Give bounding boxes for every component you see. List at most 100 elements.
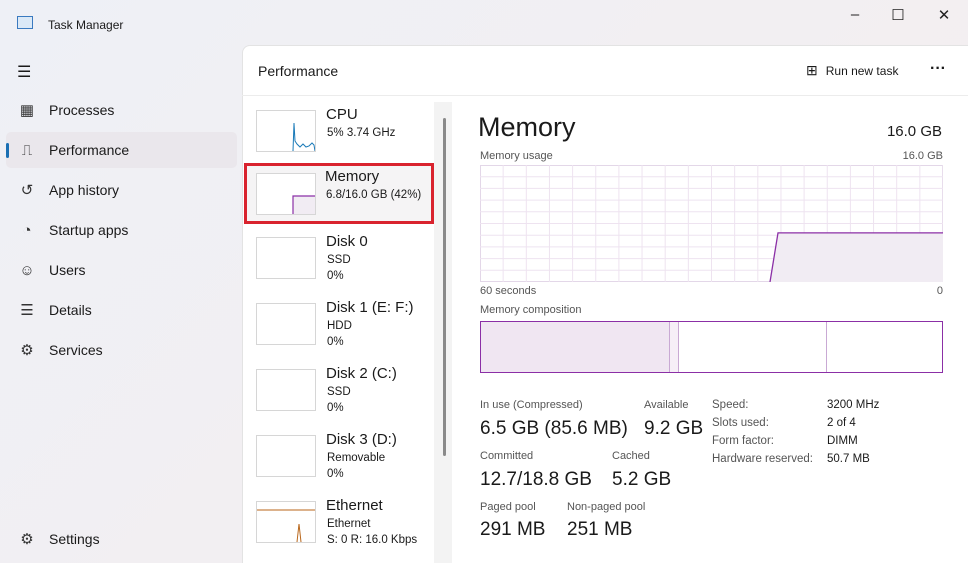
nav-startup-apps[interactable]: ◔ Startup apps — [6, 212, 237, 248]
nav-performance[interactable]: ⎍ Performance — [6, 132, 237, 168]
settings-icon: ⚙ — [20, 531, 34, 548]
run-task-label: Run new task — [825, 63, 899, 78]
processes-icon: ▦ — [19, 102, 35, 119]
device-sub: 5% 3.74 GHz — [327, 127, 396, 139]
nav-processes[interactable]: ▦ Processes — [6, 92, 237, 128]
users-icon: ☺ — [19, 261, 35, 279]
nav-label: Users — [49, 262, 86, 278]
spec-value: 50.7 MB — [827, 453, 870, 465]
nav-label: Details — [49, 302, 92, 318]
device-value: 0% — [327, 468, 344, 480]
device-disk-2[interactable]: Disk 2 (C:) SSD 0% — [248, 363, 434, 423]
composition-modified — [670, 322, 680, 372]
available-value: 9.2 GB — [644, 418, 704, 439]
scrollbar-thumb[interactable] — [443, 118, 446, 456]
hamburger-menu-icon[interactable]: ☰ — [17, 64, 32, 81]
run-new-task-button[interactable]: ⊞ Run new task — [806, 62, 898, 79]
paged-label: Paged pool — [480, 501, 536, 513]
run-task-icon: ⊞ — [806, 62, 818, 78]
device-sub: Ethernet — [327, 518, 371, 530]
details-icon: ☰ — [20, 302, 34, 319]
performance-icon: ⎍ — [21, 141, 33, 159]
divider — [242, 95, 968, 96]
cached-label: Cached — [612, 450, 650, 462]
device-thumbnail-graph — [256, 237, 316, 279]
maximize-button[interactable]: ☐ — [891, 7, 905, 24]
composition-label: Memory composition — [480, 304, 582, 316]
device-name: Disk 1 (E: F:) — [326, 299, 414, 316]
device-value: 0% — [327, 402, 344, 414]
device-sub: HDD — [327, 320, 352, 332]
nav-label: App history — [49, 182, 120, 198]
spec-value: 3200 MHz — [827, 399, 880, 411]
page-title: Performance — [258, 63, 339, 79]
cached-value: 5.2 GB — [612, 469, 672, 490]
device-name: CPU — [326, 106, 358, 123]
committed-value: 12.7/18.8 GB — [480, 469, 592, 490]
nonpaged-label: Non-paged pool — [567, 501, 646, 513]
spec-label: Speed: — [712, 399, 749, 411]
time-left: 60 seconds — [480, 285, 537, 297]
device-name: Memory — [325, 168, 380, 185]
services-icon: ⚙ — [20, 342, 34, 359]
device-thumbnail-graph — [256, 435, 316, 477]
nav-app-history[interactable]: ↺ App history — [6, 172, 237, 208]
window-title: Task Manager — [48, 18, 124, 32]
device-value: 0% — [327, 336, 344, 348]
composition-standby — [679, 322, 827, 372]
nav-users[interactable]: ☺ Users — [6, 252, 237, 288]
nav-label: Services — [49, 342, 103, 358]
device-name: Disk 3 (D:) — [326, 431, 397, 448]
device-value: S: 0 R: 16.0 Kbps — [327, 534, 418, 546]
composition-free — [826, 322, 942, 372]
device-disk-0[interactable]: Disk 0 SSD 0% — [248, 231, 434, 291]
spec-label: Form factor: — [712, 435, 774, 447]
nav-label: Startup apps — [49, 222, 129, 238]
device-thumbnail-graph — [256, 110, 316, 152]
device-sub: SSD — [327, 386, 351, 398]
device-thumbnail-graph — [256, 369, 316, 411]
device-disk-3[interactable]: Disk 3 (D:) Removable 0% — [248, 429, 434, 489]
spec-value: 2 of 4 — [827, 417, 856, 429]
nonpaged-value: 251 MB — [567, 519, 633, 540]
device-sub: SSD — [327, 254, 351, 266]
history-icon: ↺ — [20, 182, 34, 199]
spec-label: Hardware reserved: — [712, 453, 813, 465]
device-name: Disk 0 — [326, 233, 368, 250]
main-panel — [242, 45, 968, 563]
device-name: Disk 2 (C:) — [326, 365, 397, 382]
detail-title: Memory — [478, 112, 576, 142]
close-button[interactable]: ✕ — [937, 7, 951, 24]
spec-value: DIMM — [827, 435, 858, 447]
nav-label: Processes — [49, 102, 115, 118]
device-cpu[interactable]: CPU 5% 3.74 GHz — [248, 104, 434, 164]
device-thumbnail-graph — [256, 173, 316, 215]
paged-value: 291 MB — [480, 519, 546, 540]
nav-details[interactable]: ☰ Details — [6, 292, 237, 328]
device-sub: 6.8/16.0 GB (42%) — [326, 189, 422, 201]
nav-settings[interactable]: ⚙ Settings — [6, 521, 237, 557]
minimize-button[interactable]: – — [850, 6, 860, 23]
usage-label: Memory usage — [480, 150, 553, 162]
device-name: Ethernet — [326, 497, 383, 514]
time-right: 0 — [936, 285, 943, 297]
device-value: 0% — [327, 270, 344, 282]
app-icon — [17, 16, 33, 29]
composition-in-use — [481, 322, 670, 372]
memory-composition-bar — [480, 321, 943, 373]
device-ethernet[interactable]: Ethernet Ethernet S: 0 R: 16.0 Kbps — [248, 495, 434, 555]
nav-services[interactable]: ⚙ Services — [6, 332, 237, 368]
in-use-value: 6.5 GB (85.6 MB) — [480, 418, 628, 439]
total-memory: 16.0 GB — [886, 123, 942, 140]
nav-label: Performance — [49, 142, 130, 158]
device-thumbnail-graph — [256, 303, 316, 345]
startup-icon: ◔ — [22, 221, 32, 239]
committed-label: Committed — [480, 450, 534, 462]
device-memory[interactable]: Memory 6.8/16.0 GB (42%) — [244, 163, 434, 224]
available-label: Available — [644, 399, 689, 411]
in-use-label: In use (Compressed) — [480, 399, 583, 411]
more-options-button[interactable]: ··· — [930, 60, 946, 77]
device-disk-1[interactable]: Disk 1 (E: F:) HDD 0% — [248, 297, 434, 357]
usage-max: 16.0 GB — [902, 150, 943, 162]
device-thumbnail-graph — [256, 501, 316, 543]
